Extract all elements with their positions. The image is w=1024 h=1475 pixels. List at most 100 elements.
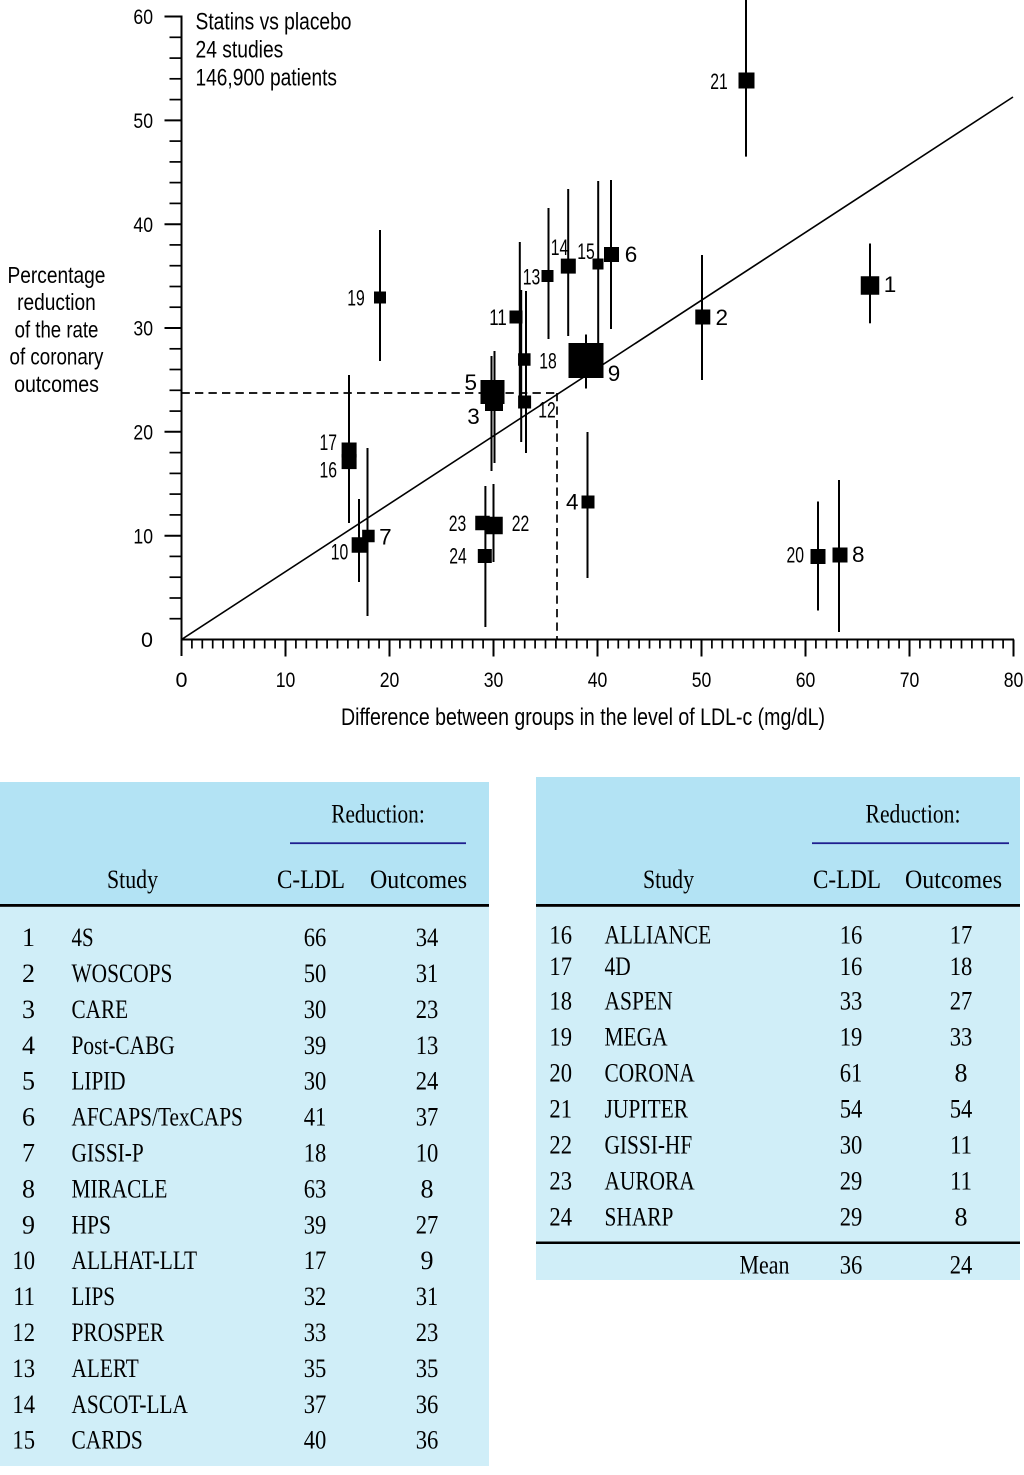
svg-text:20: 20 bbox=[133, 420, 153, 444]
svg-text:1: 1 bbox=[22, 923, 35, 952]
svg-text:14: 14 bbox=[12, 1390, 35, 1419]
svg-text:30: 30 bbox=[304, 995, 327, 1024]
svg-text:13: 13 bbox=[523, 265, 541, 290]
svg-text:41: 41 bbox=[304, 1103, 327, 1132]
svg-text:31: 31 bbox=[416, 959, 439, 988]
svg-text:10: 10 bbox=[331, 539, 349, 564]
svg-text:7: 7 bbox=[379, 524, 392, 549]
svg-text:GISSI-HF: GISSI-HF bbox=[605, 1131, 693, 1160]
svg-text:12: 12 bbox=[538, 397, 556, 422]
svg-text:ALERT: ALERT bbox=[72, 1354, 139, 1383]
svg-text:35: 35 bbox=[416, 1354, 439, 1383]
svg-text:20: 20 bbox=[787, 543, 805, 568]
svg-text:60: 60 bbox=[796, 668, 816, 692]
svg-text:15: 15 bbox=[577, 239, 595, 264]
svg-text:0: 0 bbox=[176, 668, 188, 692]
svg-text:18: 18 bbox=[304, 1139, 327, 1168]
svg-text:30: 30 bbox=[840, 1131, 863, 1160]
svg-text:19: 19 bbox=[347, 286, 365, 311]
svg-text:5: 5 bbox=[22, 1067, 35, 1096]
svg-text:22: 22 bbox=[549, 1131, 572, 1160]
svg-text:17: 17 bbox=[320, 430, 338, 455]
svg-text:ALLHAT-LLT: ALLHAT-LLT bbox=[72, 1246, 198, 1275]
svg-text:ASPEN: ASPEN bbox=[605, 987, 673, 1016]
svg-text:61: 61 bbox=[840, 1059, 863, 1088]
svg-text:Difference between groups in t: Difference between groups in the level o… bbox=[341, 704, 825, 731]
svg-text:LIPS: LIPS bbox=[72, 1282, 116, 1311]
svg-text:23: 23 bbox=[416, 995, 439, 1024]
svg-text:80: 80 bbox=[1004, 668, 1024, 692]
svg-text:34: 34 bbox=[416, 923, 439, 952]
svg-text:Outcomes: Outcomes bbox=[370, 865, 467, 894]
svg-text:24: 24 bbox=[549, 1203, 572, 1232]
svg-text:18: 18 bbox=[950, 952, 973, 981]
svg-text:18: 18 bbox=[539, 349, 557, 374]
svg-text:Post-CABG: Post-CABG bbox=[72, 1031, 175, 1060]
svg-text:CARE: CARE bbox=[72, 995, 129, 1024]
svg-text:Study: Study bbox=[107, 865, 158, 894]
svg-text:Reduction:: Reduction: bbox=[866, 800, 961, 829]
svg-text:24: 24 bbox=[950, 1251, 973, 1280]
svg-text:40: 40 bbox=[133, 213, 153, 237]
svg-text:146,900 patients: 146,900 patients bbox=[196, 65, 338, 92]
svg-text:60: 60 bbox=[133, 5, 153, 29]
svg-text:33: 33 bbox=[950, 1023, 973, 1052]
svg-text:27: 27 bbox=[416, 1210, 439, 1239]
svg-text:12: 12 bbox=[12, 1318, 35, 1347]
svg-text:4S: 4S bbox=[72, 923, 94, 952]
svg-text:of coronary: of coronary bbox=[10, 344, 104, 370]
svg-text:9: 9 bbox=[608, 361, 621, 386]
svg-text:14: 14 bbox=[551, 235, 569, 260]
svg-text:39: 39 bbox=[304, 1210, 327, 1239]
svg-text:Mean: Mean bbox=[740, 1251, 790, 1280]
svg-text:24: 24 bbox=[416, 1067, 439, 1096]
svg-text:HPS: HPS bbox=[72, 1210, 111, 1239]
svg-text:8: 8 bbox=[421, 1174, 434, 1203]
svg-text:LIPID: LIPID bbox=[72, 1067, 126, 1096]
svg-text:37: 37 bbox=[416, 1103, 439, 1132]
svg-text:C-LDL: C-LDL bbox=[813, 865, 881, 894]
svg-text:24 studies: 24 studies bbox=[196, 37, 284, 64]
svg-text:4D: 4D bbox=[605, 952, 631, 981]
svg-text:20: 20 bbox=[549, 1059, 572, 1088]
svg-text:37: 37 bbox=[304, 1390, 327, 1419]
svg-text:16: 16 bbox=[840, 921, 863, 950]
svg-text:AURORA: AURORA bbox=[605, 1167, 695, 1196]
svg-text:ASCOT-LLA: ASCOT-LLA bbox=[72, 1390, 189, 1419]
svg-text:0: 0 bbox=[141, 628, 153, 652]
svg-text:3: 3 bbox=[22, 995, 35, 1024]
svg-text:17: 17 bbox=[549, 952, 572, 981]
svg-text:4: 4 bbox=[566, 490, 579, 515]
svg-text:15: 15 bbox=[12, 1426, 35, 1455]
svg-text:11: 11 bbox=[489, 305, 507, 330]
svg-text:54: 54 bbox=[950, 1095, 973, 1124]
svg-text:CORONA: CORONA bbox=[605, 1059, 695, 1088]
svg-text:JUPITER: JUPITER bbox=[605, 1095, 689, 1124]
svg-text:30: 30 bbox=[484, 668, 504, 692]
svg-text:Outcomes: Outcomes bbox=[905, 865, 1002, 894]
svg-text:40: 40 bbox=[304, 1426, 327, 1455]
svg-text:16: 16 bbox=[320, 458, 338, 483]
svg-text:11: 11 bbox=[950, 1131, 972, 1160]
svg-text:MIRACLE: MIRACLE bbox=[72, 1174, 168, 1203]
svg-text:19: 19 bbox=[549, 1023, 572, 1052]
svg-text:Percentage: Percentage bbox=[8, 262, 106, 288]
svg-text:Statins vs placebo: Statins vs placebo bbox=[196, 9, 352, 36]
svg-text:Reduction:: Reduction: bbox=[331, 800, 425, 829]
svg-text:24: 24 bbox=[449, 544, 467, 569]
svg-text:33: 33 bbox=[304, 1318, 327, 1347]
svg-text:35: 35 bbox=[304, 1354, 327, 1383]
svg-text:22: 22 bbox=[512, 511, 530, 536]
svg-text:29: 29 bbox=[840, 1167, 863, 1196]
svg-text:23: 23 bbox=[449, 511, 467, 536]
svg-text:7: 7 bbox=[22, 1139, 35, 1168]
svg-text:18: 18 bbox=[549, 987, 572, 1016]
svg-text:ALLIANCE: ALLIANCE bbox=[605, 921, 712, 950]
svg-text:CARDS: CARDS bbox=[72, 1426, 143, 1455]
svg-text:2: 2 bbox=[22, 959, 35, 988]
svg-text:16: 16 bbox=[549, 921, 572, 950]
svg-text:20: 20 bbox=[380, 668, 400, 692]
svg-text:17: 17 bbox=[950, 921, 973, 950]
svg-text:9: 9 bbox=[421, 1246, 434, 1275]
svg-text:6: 6 bbox=[625, 242, 638, 267]
